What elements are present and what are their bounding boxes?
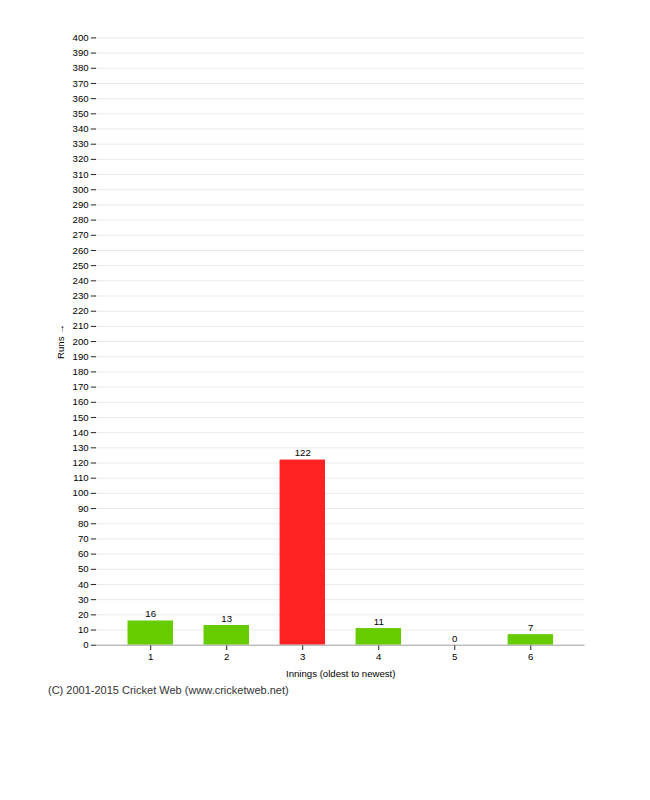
svg-text:0: 0 — [83, 639, 88, 650]
svg-text:1: 1 — [148, 651, 153, 662]
svg-text:13: 13 — [221, 613, 232, 624]
svg-text:11: 11 — [374, 616, 384, 627]
svg-text:200: 200 — [73, 336, 89, 347]
svg-text:60: 60 — [78, 548, 89, 559]
svg-text:10: 10 — [78, 624, 89, 635]
svg-text:190: 190 — [73, 351, 89, 362]
svg-text:Innings (oldest to newest): Innings (oldest to newest) — [286, 668, 396, 679]
svg-text:390: 390 — [73, 47, 89, 58]
svg-text:140: 140 — [73, 427, 89, 438]
svg-text:110: 110 — [73, 472, 88, 483]
svg-text:7: 7 — [528, 622, 533, 633]
svg-text:5: 5 — [452, 651, 457, 662]
svg-text:340: 340 — [73, 123, 89, 134]
svg-text:280: 280 — [73, 214, 89, 225]
svg-text:3: 3 — [300, 651, 305, 662]
svg-text:16: 16 — [145, 608, 156, 619]
svg-text:220: 220 — [73, 305, 89, 316]
svg-text:100: 100 — [73, 487, 89, 498]
svg-text:230: 230 — [73, 290, 89, 301]
svg-text:6: 6 — [528, 651, 533, 662]
svg-text:0: 0 — [452, 633, 457, 644]
svg-text:260: 260 — [73, 245, 89, 256]
svg-text:40: 40 — [78, 579, 89, 590]
svg-text:4: 4 — [376, 651, 382, 662]
svg-text:300: 300 — [73, 184, 89, 195]
svg-text:90: 90 — [78, 503, 89, 514]
svg-text:250: 250 — [73, 260, 89, 271]
svg-text:350: 350 — [73, 108, 89, 119]
svg-text:50: 50 — [78, 563, 89, 574]
svg-text:122: 122 — [295, 447, 311, 458]
svg-text:170: 170 — [73, 381, 89, 392]
svg-text:400: 400 — [73, 32, 89, 43]
svg-text:330: 330 — [73, 138, 89, 149]
svg-text:210: 210 — [73, 320, 89, 331]
svg-text:360: 360 — [73, 93, 89, 104]
svg-text:2: 2 — [224, 651, 229, 662]
html-text:(C) 2001-2015 Cricket Web (www: (C) 2001-2015 Cricket Web (www.cricketwe… — [48, 684, 289, 697]
svg-text:160: 160 — [73, 396, 89, 407]
svg-text:80: 80 — [78, 518, 89, 529]
svg-text:30: 30 — [78, 594, 89, 605]
svg-text:310: 310 — [73, 169, 89, 180]
svg-text:120: 120 — [73, 457, 89, 468]
svg-text:320: 320 — [73, 153, 89, 164]
svg-text:70: 70 — [78, 533, 89, 544]
svg-text:20: 20 — [78, 609, 89, 620]
svg-text:150: 150 — [73, 412, 89, 423]
svg-text:130: 130 — [73, 442, 89, 453]
svg-text:270: 270 — [73, 229, 89, 240]
svg-text:180: 180 — [73, 366, 89, 377]
svg-text:240: 240 — [73, 275, 89, 286]
svg-text:380: 380 — [73, 62, 89, 73]
svg-text:290: 290 — [73, 199, 89, 210]
svg-text:Runs →: Runs → — [55, 324, 66, 359]
svg-text:370: 370 — [73, 78, 89, 89]
